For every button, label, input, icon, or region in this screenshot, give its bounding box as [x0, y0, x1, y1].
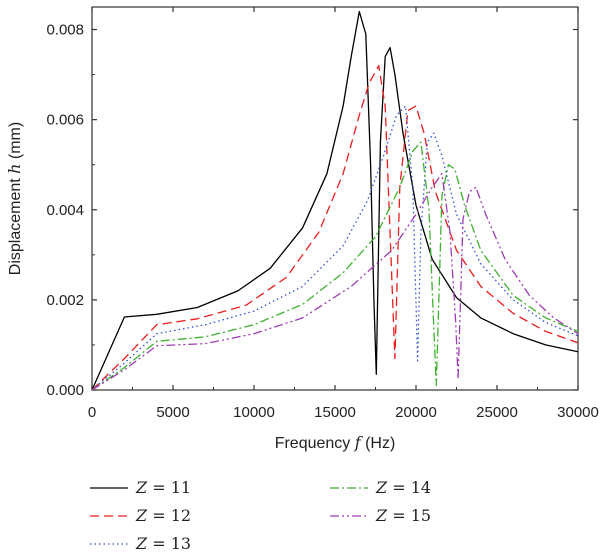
legend-label: Z = 13 [135, 534, 191, 553]
legend-label-value: = 12 [147, 506, 191, 525]
series-line-z13 [91, 105, 579, 391]
y-tick-label: 0.006 [46, 112, 84, 129]
plot-frame [91, 6, 579, 391]
legend-label-value: = 14 [387, 478, 431, 497]
series-line-z15 [91, 173, 579, 391]
legend-label-value: = 11 [147, 478, 191, 497]
legend-label: Z = 11 [135, 478, 191, 497]
legend-label: Z = 14 [375, 478, 431, 497]
y-tick-label: 0.002 [46, 292, 84, 309]
legend-label-value: = 15 [387, 506, 431, 525]
x-tick-label: 0 [88, 404, 96, 421]
y-tick-label: 0.004 [46, 202, 84, 219]
x-tick-label: 25000 [476, 404, 518, 421]
x-tick-label: 15000 [314, 404, 356, 421]
x-axis-label: Frequency f (Hz) [275, 433, 396, 452]
y-axis-label-unit: (mm) [7, 122, 24, 164]
series-line-z14 [91, 141, 579, 391]
y-axis-label-prefix: Displacement [7, 174, 24, 275]
series-line-z12 [91, 64, 579, 391]
x-tick-label: 5000 [156, 404, 189, 421]
y-axis-label: Displacement h (mm) [5, 122, 24, 275]
legend-label-var: Z [135, 534, 148, 553]
x-axis-label-var: f [354, 433, 364, 452]
legend-label-var: Z [135, 478, 148, 497]
axes-frame [91, 6, 579, 391]
y-axis-label-var: h [5, 164, 24, 174]
tick-labels: 0 5000 10000 15000 20000 25000 30000 0.000 0.002… [46, 22, 598, 421]
legend-label: Z = 12 [135, 506, 191, 525]
legend-label-var: Z [375, 506, 388, 525]
legend-label: Z = 15 [375, 506, 431, 525]
x-tick-label: 30000 [557, 404, 599, 421]
legend-label-var: Z [135, 506, 148, 525]
series-line-z11 [91, 10, 579, 391]
legend-label-var: Z [375, 478, 388, 497]
x-tick-label: 10000 [233, 404, 275, 421]
x-tick-label: 20000 [395, 404, 437, 421]
y-tick-label: 0.000 [46, 382, 84, 399]
x-axis-label-unit: (Hz) [361, 435, 396, 452]
legend-label-value: = 13 [147, 534, 191, 553]
x-axis-label-prefix: Frequency [275, 435, 355, 452]
tick-marks [91, 7, 579, 391]
series-lines [91, 10, 579, 391]
y-tick-label: 0.008 [46, 22, 84, 39]
legend: Z = 11 Z = 14Z = 12 Z = 15Z = 13 [90, 478, 431, 553]
